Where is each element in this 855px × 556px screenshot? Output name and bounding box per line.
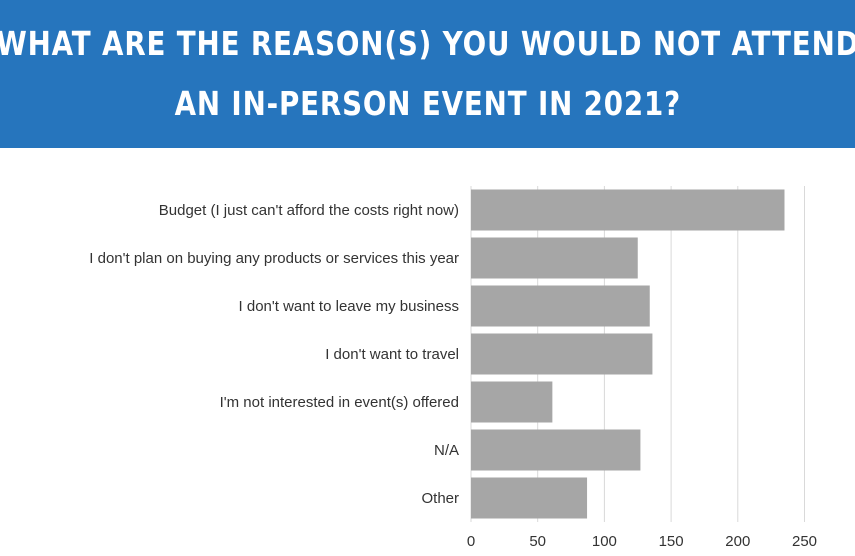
x-tick-label: 150 [659, 533, 684, 550]
bar [471, 237, 638, 279]
bar [471, 285, 650, 327]
category-label: I'm not interested in event(s) offered [220, 394, 459, 411]
category-label: I don't want to travel [325, 346, 459, 363]
category-label: N/A [434, 442, 459, 459]
bar [471, 189, 785, 231]
title-line-1: WHAT ARE THE REASON(S) YOU WOULD NOT ATT… [0, 24, 855, 63]
header-banner: WHAT ARE THE REASON(S) YOU WOULD NOT ATT… [0, 0, 855, 148]
x-tick-label: 250 [792, 533, 817, 550]
bar [471, 381, 553, 423]
category-label: I don't plan on buying any products or s… [89, 250, 459, 267]
page-title: WHAT ARE THE REASON(S) YOU WOULD NOT ATT… [0, 14, 855, 134]
category-label: Budget (I just can't afford the costs ri… [159, 202, 459, 219]
x-tick-label: 50 [529, 533, 546, 550]
x-axis-ticks: 0 50 100 150 200 250 [467, 533, 817, 550]
bar-chart: Budget (I just can't afford the costs ri… [89, 186, 817, 550]
bars [471, 189, 785, 519]
category-label: Other [421, 490, 459, 507]
bar [471, 477, 588, 519]
x-tick-label: 0 [467, 533, 475, 550]
x-tick-label: 200 [725, 533, 750, 550]
category-label: I don't want to leave my business [239, 298, 459, 315]
x-tick-label: 100 [592, 533, 617, 550]
category-labels: Budget (I just can't afford the costs ri… [89, 202, 459, 507]
bar [471, 429, 641, 471]
bar [471, 333, 653, 375]
title-line-2: AN IN-PERSON EVENT IN 2021? [174, 84, 681, 123]
